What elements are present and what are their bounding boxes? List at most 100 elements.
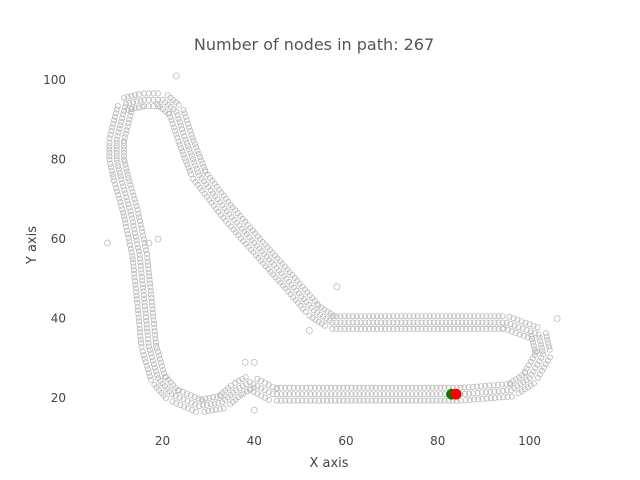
track-node [148,291,155,298]
track-node [108,127,115,134]
track-node [418,313,425,320]
track-node [438,325,445,332]
track-node [135,91,142,98]
track-node [133,288,140,295]
track-node [173,108,180,115]
track-node [430,325,437,332]
track-node [467,325,474,332]
track-node [136,325,143,332]
track-node [121,149,128,156]
track-node [212,406,219,413]
track-node [539,367,546,374]
track-node [466,396,473,403]
track-node [459,319,466,326]
track-node [148,295,155,302]
track-node [394,325,401,332]
track-node [307,391,314,398]
track-node [213,393,220,400]
track-node [425,397,432,404]
track-node [368,391,375,398]
track-node [202,395,209,402]
track-node [205,407,212,414]
track-node [483,395,490,402]
track-node [294,397,301,404]
track-node [388,397,395,404]
track-node [542,330,549,337]
track-node [530,339,537,346]
track-node [121,107,128,114]
track-node [361,313,368,320]
track-node [113,106,120,113]
track-node [147,287,154,294]
track-node [123,223,130,230]
track-node [139,281,146,288]
track-node [109,170,116,177]
track-node [186,167,193,174]
track-node [124,171,131,178]
track-node [114,159,121,166]
track-node [106,143,113,150]
track-node [139,232,146,239]
track-node [290,384,297,391]
track-node [536,358,543,365]
track-node [434,325,441,332]
track-node [290,397,297,404]
track-node [372,384,379,391]
track-node [433,384,440,391]
track-node [357,313,364,320]
track-node [242,373,249,380]
track-node [294,391,301,398]
track-node [398,325,405,332]
track-node [195,150,202,157]
track-node [126,238,133,245]
x-tick-label: 80 [430,434,445,448]
track-node [508,393,515,400]
track-node [409,391,416,398]
y-tick-label: 20 [51,391,66,405]
track-node [545,340,552,347]
track-node [518,318,525,325]
track-node [179,126,186,133]
track-node [307,384,314,391]
track-node [121,94,128,101]
track-node [106,135,113,142]
track-node [356,384,363,391]
track-node [124,231,131,238]
track-node [144,332,151,339]
track-node [106,139,113,146]
track-node [282,384,289,391]
track-node [250,381,257,388]
track-node [157,359,164,366]
track-node [138,273,145,280]
track-node [413,391,420,398]
track-node [151,324,158,331]
track-node [463,319,470,326]
track-node [273,397,280,404]
track-node [220,405,227,412]
track-node [457,384,464,391]
track-node [137,97,144,104]
track-node [149,357,156,364]
track-node [141,96,148,103]
axis-ticks: 20 40 60 80 100 20 40 60 80 100 [43,73,541,448]
track-node [232,379,239,386]
track-node [169,120,176,127]
track-node [405,397,412,404]
track-node [437,397,444,404]
track-node [187,392,194,399]
track-node [130,192,137,199]
track-node [116,169,123,176]
track-node [294,384,301,391]
track-node [307,397,314,404]
track-node [131,278,138,285]
track-node [200,163,207,170]
track-node [380,397,387,404]
track-node [286,391,293,398]
track-node [124,106,131,113]
track-node [496,394,503,401]
track-node [390,319,397,326]
track-node [405,391,412,398]
y-tick-label: 80 [51,152,66,166]
track-node [168,117,175,124]
track-node [184,397,191,404]
